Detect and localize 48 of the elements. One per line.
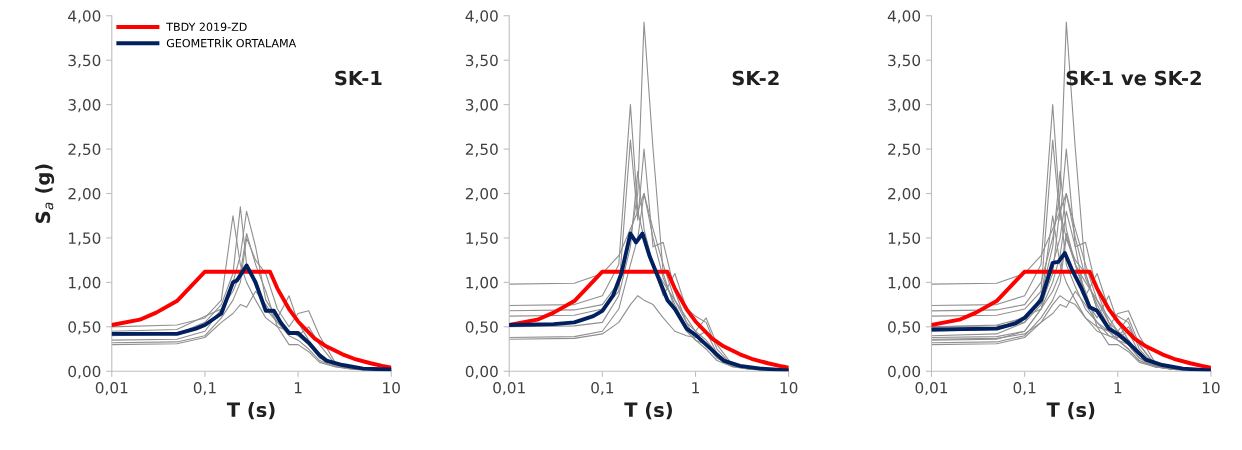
x-axis-title: T (s) (624, 402, 672, 420)
y-tick-label: 3,50 (888, 54, 921, 68)
x-tick-label: 1 (294, 382, 302, 394)
text: SK-1 (335, 70, 382, 86)
x-tick-label: 0,01 (493, 381, 525, 396)
y-tick-label: 4,00 (68, 10, 101, 24)
y-tick-label: 1,00 (69, 276, 101, 290)
y-tick-label: 3,50 (68, 54, 101, 68)
legend-label: GEOMETRİK ORTALAMA (166, 37, 297, 48)
x-tick-label: 0,1 (591, 381, 614, 396)
text: SK-1 ve SK-2 (1066, 70, 1201, 86)
y-tick-label: 1,00 (466, 276, 498, 290)
x-tick-label: 10 (780, 381, 798, 394)
y-tick-label: 3,00 (465, 99, 498, 113)
y-tick-label: 0,00 (465, 365, 498, 379)
y-tick-label: 2,00 (888, 187, 921, 202)
x-tick-label: 0,01 (915, 381, 948, 396)
y-tick-label: 3,00 (888, 99, 921, 113)
y-tick-label: 4,00 (887, 10, 921, 24)
x-axis-title: T (s) (226, 402, 275, 420)
y-tick-label: 2,50 (68, 143, 101, 157)
y-tick-label: 2,50 (465, 143, 498, 157)
y-tick-label: 2,50 (888, 143, 921, 157)
y-tick-label: 0,50 (888, 321, 921, 335)
y-tick-label: 2,00 (68, 187, 101, 202)
y-tick-label: 3,00 (68, 99, 101, 113)
x-tick-label: 0,1 (1013, 381, 1036, 396)
x-axis-title: T (s) (1046, 402, 1095, 420)
y-tick-label: 2,00 (465, 187, 498, 202)
y-tick-label: 1,50 (888, 232, 921, 246)
x-tick-label: 10 (383, 381, 400, 394)
y-tick-label: 0,00 (888, 365, 921, 379)
y-tick-label: 3,50 (465, 54, 498, 68)
x-tick-label: 0,01 (95, 381, 128, 396)
text: SK-2 (732, 70, 779, 86)
y-tick-label: 1,50 (69, 232, 101, 246)
legend-label: TBDY 2019-ZD (166, 22, 247, 32)
y-tick-label: 1,00 (888, 276, 921, 290)
y-tick-label: 0,00 (68, 365, 101, 379)
y-tick-label: 0,50 (68, 321, 101, 335)
x-tick-label: 1 (1114, 382, 1122, 394)
y-axis-title: S$_{a}$ (g) (35, 164, 55, 223)
x-tick-label: 0,1 (193, 381, 216, 396)
x-tick-label: 1 (692, 382, 699, 394)
y-tick-label: 1,50 (466, 232, 498, 246)
y-tick-label: 4,00 (465, 10, 498, 24)
y-tick-label: 0,50 (465, 321, 498, 335)
x-tick-label: 10 (1202, 381, 1220, 394)
